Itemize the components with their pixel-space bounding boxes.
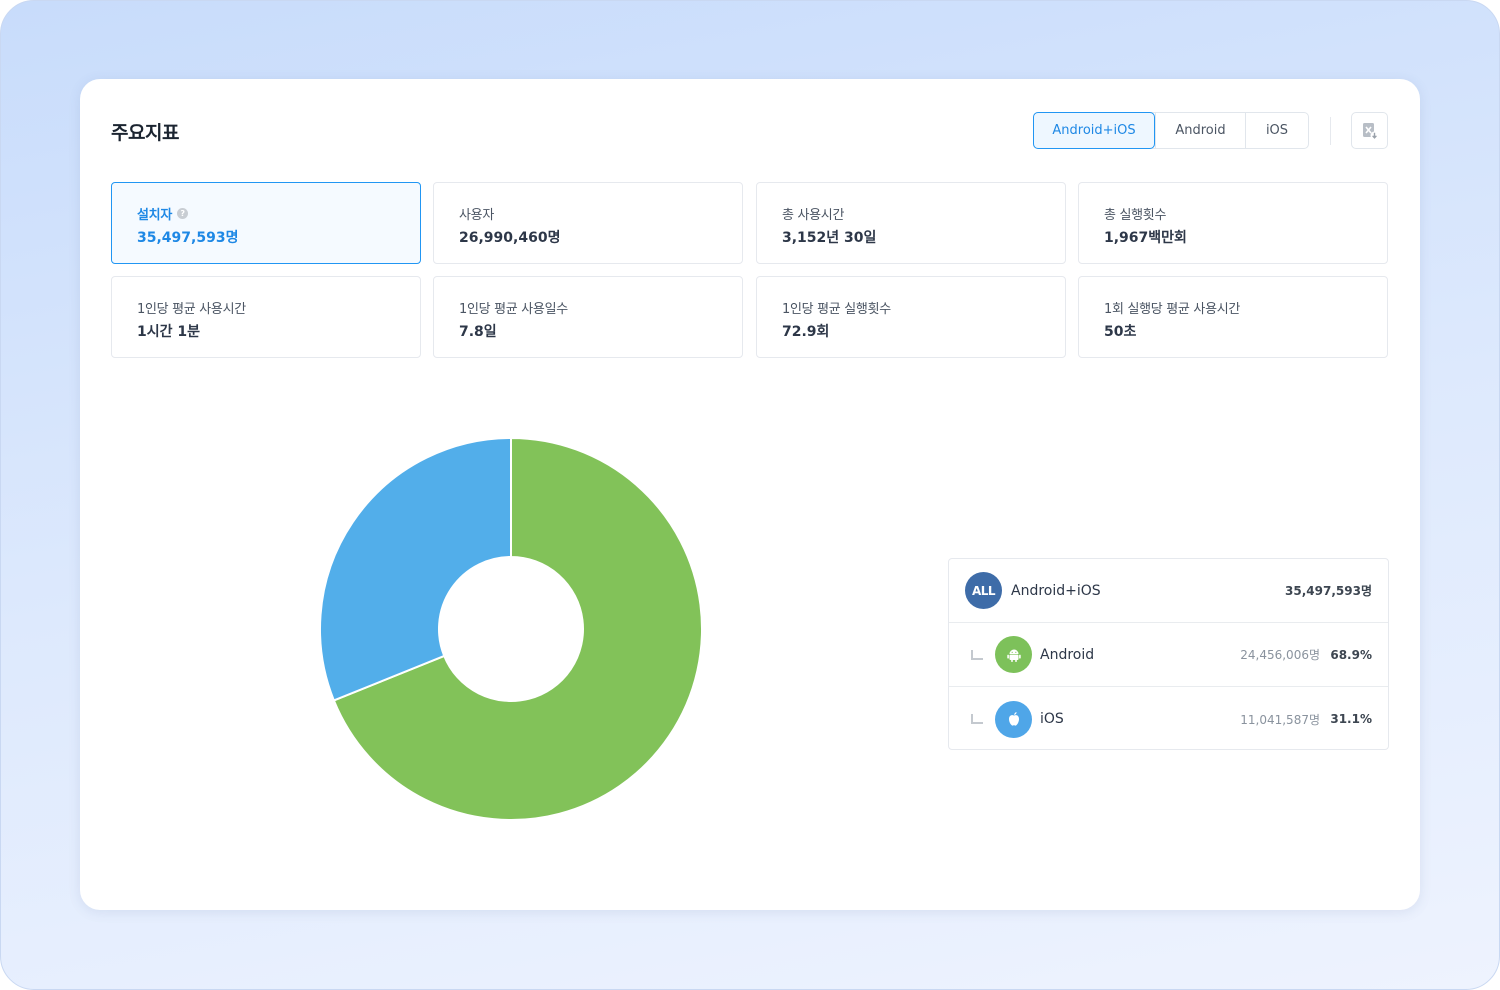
legend-row-ios: iOS 11,041,587명 31.1%: [949, 687, 1388, 751]
android-icon: [995, 636, 1032, 673]
toolbar-divider: [1330, 117, 1331, 145]
metric-card-users[interactable]: 사용자 26,990,460명: [433, 182, 743, 264]
metric-label: 1인당 평균 사용일수: [459, 302, 568, 317]
key-metrics-panel: 주요지표 Android+iOS Android iOS 설치자 ? 35,49…: [80, 79, 1420, 910]
help-icon[interactable]: ?: [176, 208, 188, 219]
legend-row-android: Android 24,456,006명 68.9%: [949, 623, 1388, 687]
metric-value: 7.8일: [459, 324, 497, 340]
platform-donut-chart: [319, 436, 703, 821]
platform-filter: Android+iOS Android iOS: [1033, 112, 1309, 149]
android-icon: [1006, 649, 1021, 662]
tree-branch-icon: [971, 649, 983, 660]
excel-download-button[interactable]: [1351, 112, 1388, 149]
metric-label: 총 실행횟수: [1104, 208, 1167, 223]
metric-card-avg-time-per-launch[interactable]: 1회 실행당 평균 사용시간 50초: [1078, 276, 1388, 358]
metric-card-avg-launches[interactable]: 1인당 평균 실행횟수 72.9회: [756, 276, 1066, 358]
legend-count: 35,497,593명: [1285, 584, 1372, 598]
metric-label: 1회 실행당 평균 사용시간: [1104, 302, 1241, 317]
metric-card-installers[interactable]: 설치자 ? 35,497,593명: [111, 182, 421, 264]
metric-label: 1인당 평균 실행횟수: [782, 302, 891, 317]
excel-download-icon: [1362, 122, 1378, 139]
metric-label: 1인당 평균 사용시간: [137, 302, 246, 317]
legend-percent: 31.1%: [1330, 712, 1372, 726]
legend-count: 11,041,587명: [1240, 712, 1320, 727]
metric-value: 72.9회: [782, 324, 830, 340]
donut-slice-android[interactable]: [332, 436, 703, 821]
platform-legend: ALL Android+iOS 35,497,593명 Android 24,: [948, 558, 1389, 750]
donut-slice-ios[interactable]: [319, 436, 512, 702]
legend-name: iOS: [1040, 711, 1064, 727]
legend-name: Android: [1040, 646, 1095, 663]
metric-value: 35,497,593명: [137, 230, 239, 246]
metric-label: 사용자: [459, 208, 494, 223]
metric-value: 1시간 1분: [137, 324, 200, 340]
metric-label: 설치자: [137, 208, 172, 223]
metric-value: 1,967백만회: [1104, 230, 1187, 246]
legend-count: 24,456,006명: [1240, 648, 1320, 662]
page-title: 주요지표: [111, 122, 179, 144]
legend-name: Android+iOS: [1011, 582, 1101, 599]
legend-row-total: ALL Android+iOS 35,497,593명: [949, 559, 1388, 623]
metric-value: 3,152년 30일: [782, 230, 877, 246]
all-badge: ALL: [965, 572, 1002, 609]
metric-value: 50초: [1104, 324, 1137, 340]
metric-label: 총 사용시간: [782, 208, 845, 223]
filter-android-ios-button[interactable]: Android+iOS: [1033, 112, 1155, 149]
metric-card-avg-usage-days[interactable]: 1인당 평균 사용일수 7.8일: [433, 276, 743, 358]
metric-value: 26,990,460명: [459, 230, 561, 246]
metric-card-total-usage-time[interactable]: 총 사용시간 3,152년 30일: [756, 182, 1066, 264]
tree-branch-icon: [971, 714, 983, 724]
filter-android-button[interactable]: Android: [1155, 113, 1245, 148]
apple-icon: [1008, 712, 1019, 726]
apple-icon: [995, 700, 1032, 738]
filter-ios-button[interactable]: iOS: [1245, 113, 1308, 148]
metric-card-avg-usage-time[interactable]: 1인당 평균 사용시간 1시간 1분: [111, 276, 421, 358]
legend-percent: 68.9%: [1330, 647, 1372, 662]
metric-card-total-launches[interactable]: 총 실행횟수 1,967백만회: [1078, 182, 1388, 264]
